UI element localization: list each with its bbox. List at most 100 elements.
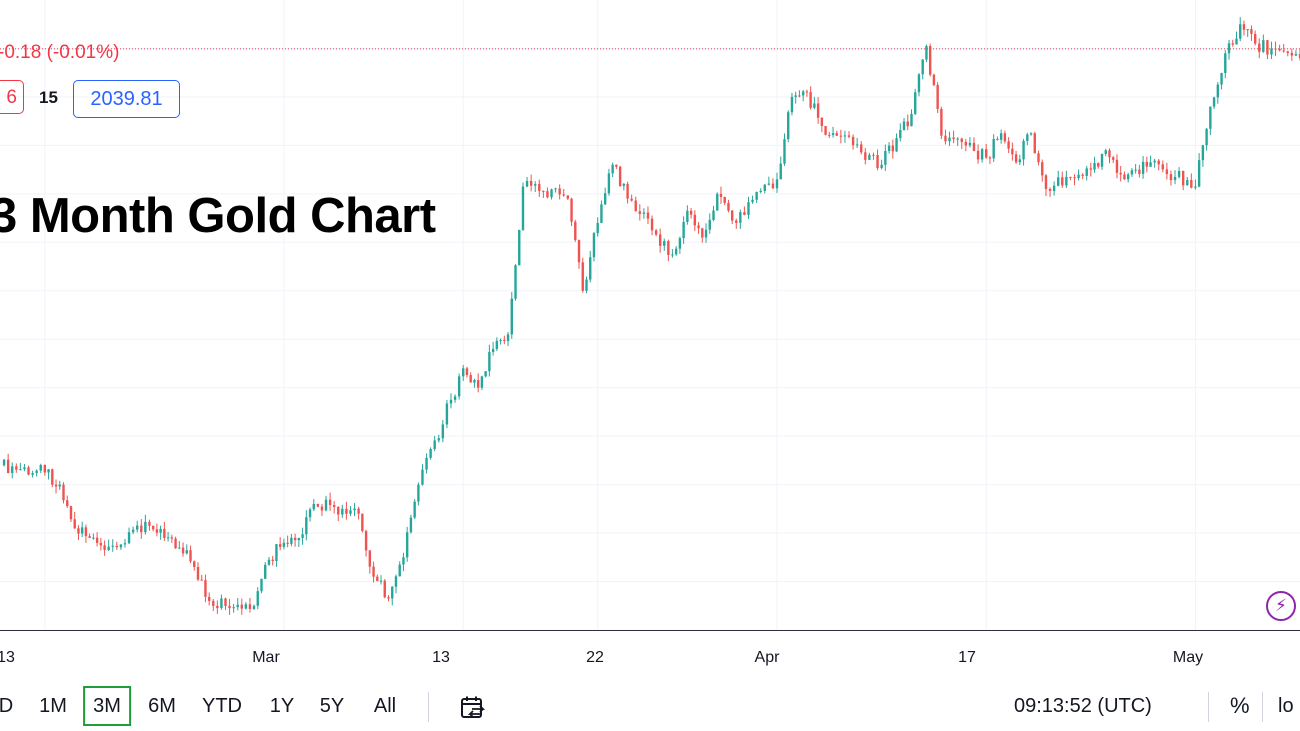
candle-body [592,233,596,258]
candle-body [92,537,95,539]
candle-body [1262,40,1265,52]
candle-body [421,469,424,485]
log-scale-button[interactable]: lo [1278,695,1294,717]
candle-body [54,484,58,487]
candle-body [244,604,248,609]
candle-body [119,544,123,548]
percent-scale-button[interactable]: % [1230,693,1250,718]
candle-body [558,188,561,195]
candle-body [596,222,599,234]
candle-body [1274,48,1277,50]
candle-body [413,501,416,518]
candle-body [589,257,592,280]
candle-body [1065,176,1068,186]
candle-body [940,108,943,136]
range-button-1m[interactable]: 1M [39,695,67,717]
range-button-ytd[interactable]: YTD [202,695,242,717]
candle-body [1212,97,1216,107]
range-button-3m[interactable]: 3M [83,686,131,726]
candle-body [562,194,565,196]
candle-body [1081,174,1084,176]
candle-body [518,229,521,266]
range-button-6m[interactable]: 6M [148,695,176,717]
candle-body [441,424,445,439]
candle-body [39,464,42,471]
candle-body [376,576,379,581]
candle-body [23,467,26,470]
chart-canvas[interactable] [0,0,1300,630]
candle-body [735,220,738,223]
candle-body [47,469,50,473]
bid-button[interactable]: 6 [0,80,24,114]
candle-body [704,229,708,238]
candle-body [801,91,805,96]
range-button-5y[interactable]: 5Y [319,695,345,717]
candle-body [391,586,394,599]
price-chart[interactable]: -0.18 (-0.01%) 6 15 2039.81 3 Month Gold… [0,0,1300,630]
candle-body [816,103,820,118]
candle-body [1278,49,1281,51]
candle-body [155,529,159,533]
candle-body [252,605,256,609]
candle-body [985,149,988,158]
candle-body [77,528,80,534]
calendar-arrows-icon[interactable] [460,695,486,721]
range-button-d[interactable]: D [0,695,14,717]
candle-body [437,438,440,441]
candle-body [1141,161,1145,174]
candle-body [248,604,252,609]
candle-body [914,92,917,114]
candle-body [457,376,461,397]
candle-body [332,505,336,507]
candle-body [999,133,1003,140]
candle-body [701,228,704,238]
lightning-icon[interactable]: ⚡ [1266,591,1296,621]
candle-body [839,135,843,137]
candle-body [1037,153,1040,163]
candle-body [988,157,992,159]
candle-body [855,144,859,146]
candle-body [868,154,871,160]
candle-body [51,469,54,485]
range-button-all[interactable]: All [373,695,397,717]
candle-body [140,525,143,533]
candle-body [794,95,797,97]
candle-body [1246,29,1249,31]
x-tick-label: May [1172,649,1204,666]
candle-body [546,191,549,198]
x-tick-label: Mar [252,649,280,666]
candle-body [820,117,824,126]
candle-body [534,184,537,186]
utc-clock[interactable]: 09:13:52 (UTC) [1014,695,1152,717]
candle-body [387,597,390,599]
candle-body [747,202,750,215]
candle-body [767,183,771,185]
candle-body [433,440,436,450]
candle-body [324,499,328,511]
candle-body [779,163,782,180]
candle-body [453,396,457,400]
candle-body [654,230,658,235]
candle-body [759,190,762,192]
candle-body [510,298,513,335]
range-button-1y[interactable]: 1Y [269,695,295,717]
toolbar-divider [1262,692,1263,722]
time-axis[interactable]: 13 Mar 13 22 Apr 17 May [0,630,1300,681]
candle-body [1216,84,1220,98]
candle-body [127,532,131,544]
candle-body [236,604,239,608]
candle-body [379,580,383,582]
candle-body [835,133,838,136]
candle-body [887,145,891,151]
candle-body [667,241,670,255]
candle-body [193,561,196,567]
candle-body [484,371,487,377]
candle-body [906,121,909,127]
candle-body [1097,163,1100,167]
candle-body [1104,150,1107,154]
candle-body [1190,180,1193,188]
candle-body [607,173,611,194]
candle-body [716,193,719,211]
candle-body [884,150,887,165]
ask-button[interactable]: 2039.81 [73,80,180,118]
